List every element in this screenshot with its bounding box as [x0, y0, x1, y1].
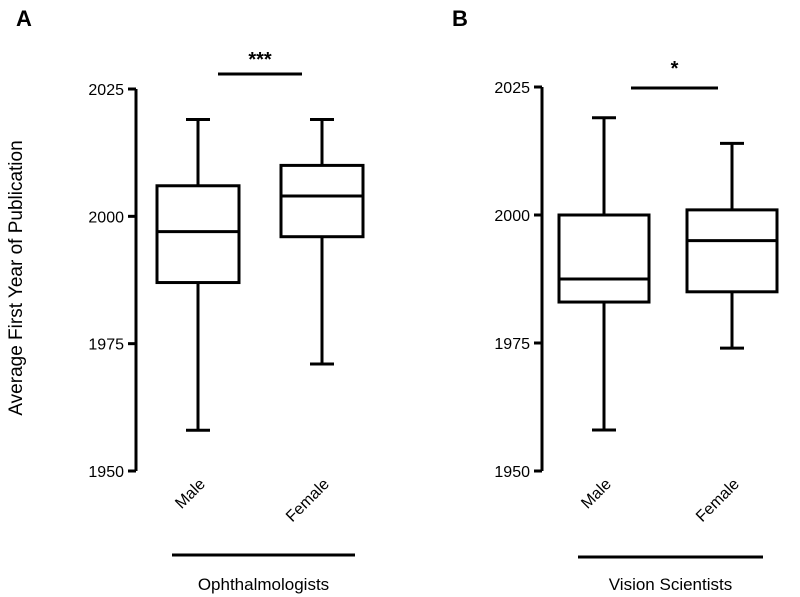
y-tick-label: 1975 — [494, 336, 530, 353]
y-axis-label: Average First Year of Publication — [6, 140, 27, 415]
box-female: Female — [279, 118, 365, 526]
y-tick-label: 2000 — [88, 209, 124, 226]
x-tick-label: Female — [693, 476, 743, 526]
panel-a-chart: A 1950 1975 2000 2025 Male Female *** Ophthalmol… — [16, 6, 365, 594]
box-male: Male — [557, 116, 651, 513]
y-tick-label: 2000 — [494, 208, 530, 225]
y-tick-label: 1950 — [88, 464, 124, 481]
significance-label: *** — [248, 49, 272, 71]
panel-b-chart: B 1950 1975 2000 2025 Male Female * Vision Scien… — [452, 6, 779, 594]
box-iqr — [557, 213, 651, 304]
x-tick-label: Male — [172, 476, 209, 513]
x-tick-label: Female — [283, 476, 333, 526]
y-tick-label: 1950 — [494, 464, 530, 481]
x-tick-label: Male — [578, 476, 615, 513]
box-male: Male — [155, 118, 241, 513]
y-tick-label: 2025 — [88, 82, 124, 99]
y-tick-label: 1975 — [88, 337, 124, 354]
box-iqr — [685, 208, 779, 294]
group-label: Ophthalmologists — [198, 575, 329, 594]
panel-label: B — [452, 6, 468, 31]
box-female: Female — [685, 141, 779, 526]
group-label: Vision Scientists — [609, 575, 732, 594]
y-tick-label: 2025 — [494, 80, 530, 97]
box-iqr — [279, 163, 365, 239]
box-iqr — [155, 184, 241, 285]
significance-label: * — [671, 58, 679, 80]
panel-label: A — [16, 6, 32, 31]
